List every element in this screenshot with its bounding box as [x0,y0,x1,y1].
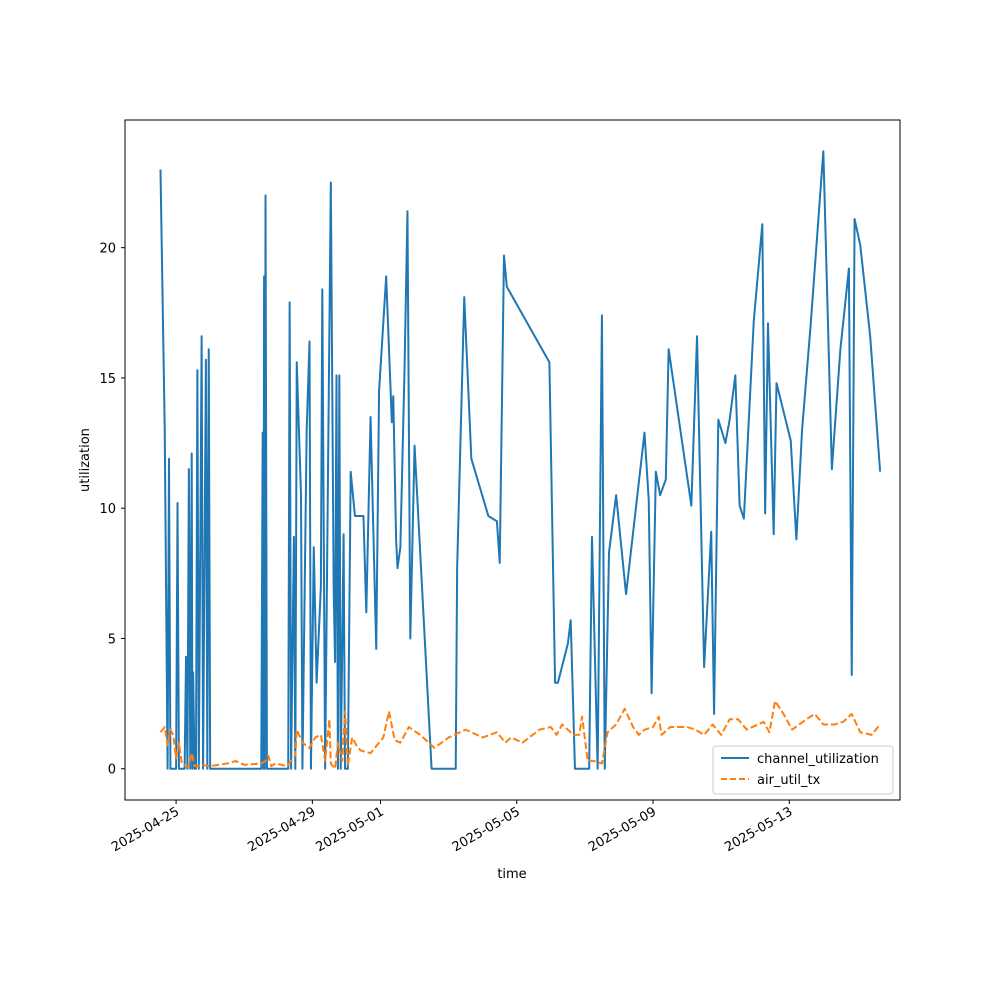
series-layer [159,150,882,770]
y-axis-label: utilization [78,428,93,492]
y-tick-label: 15 [99,372,116,387]
series-line-air-util-tx [159,700,881,770]
legend-label-channel-utilization: channel_utilization [757,752,879,767]
plot-frame [124,119,901,801]
legend[interactable]: channel_utilization air_util_tx [712,745,894,795]
x-axis-label: time [497,867,526,882]
y-tick-label: 5 [108,632,116,647]
y-tick-label: 0 [108,763,116,778]
legend-box [712,745,894,795]
series-line-channel-utilization [159,150,882,770]
y-tick-label: 10 [99,502,116,517]
legend-label-air-util-tx: air_util_tx [757,773,821,788]
y-tick-label: 20 [99,242,116,257]
y-axis: 0 5 10 15 20 [99,242,125,778]
